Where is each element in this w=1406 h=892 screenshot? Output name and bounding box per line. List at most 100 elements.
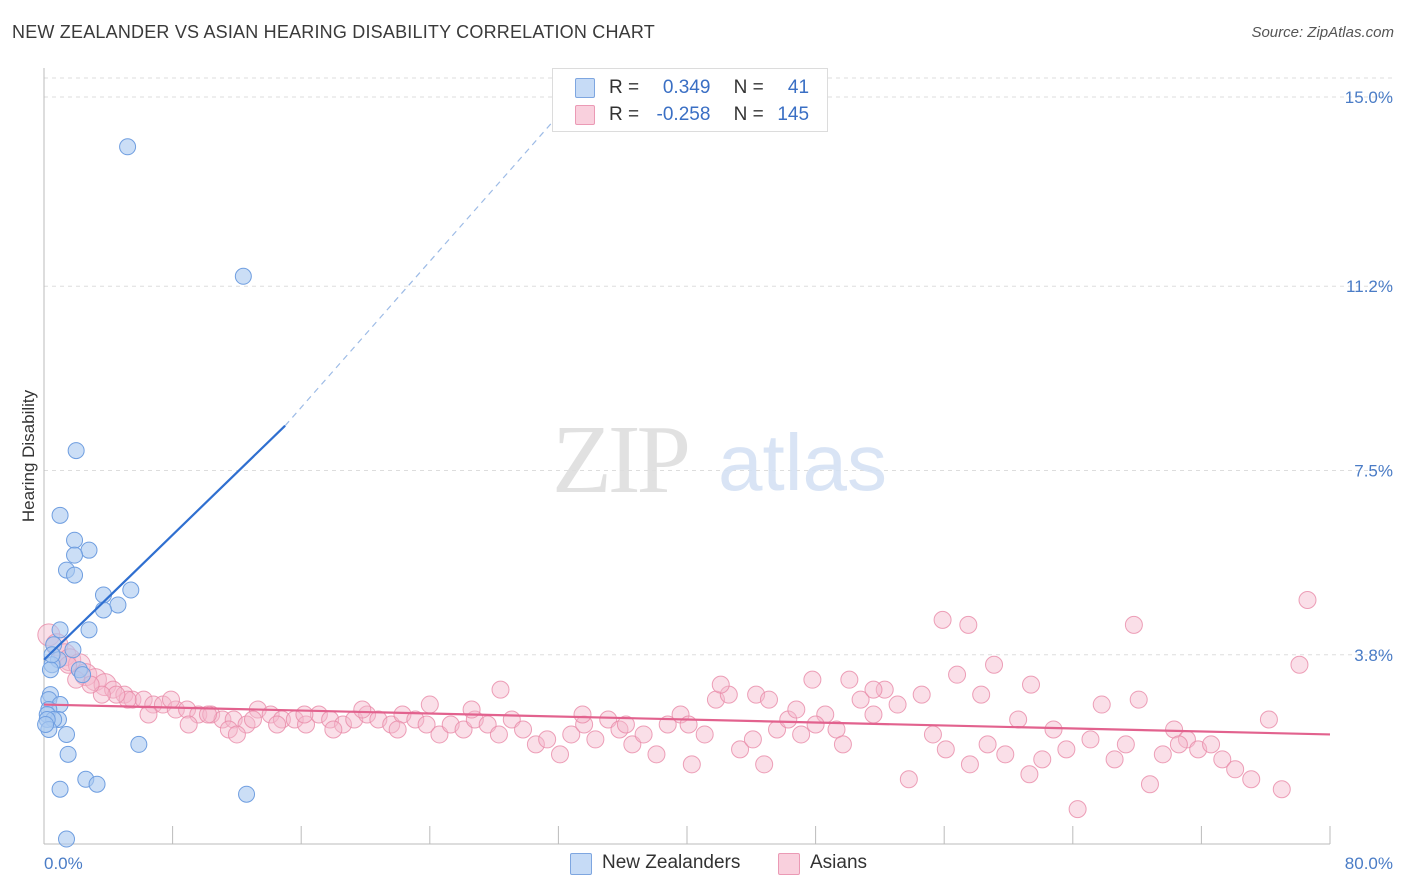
- legend-swatch-pink: [575, 105, 595, 125]
- new-zealanders-point: [51, 780, 69, 798]
- new-zealanders-point: [94, 601, 112, 619]
- asians-point: [803, 670, 822, 689]
- correlation-legend: R = 0.349 N = 41 R = -0.258 N = 145: [552, 68, 828, 132]
- asians-point: [358, 705, 377, 724]
- asians-point: [792, 725, 811, 744]
- new-zealanders-point: [74, 666, 92, 684]
- n-value: 145: [777, 104, 810, 125]
- legend-swatch-blue: [575, 78, 595, 98]
- asians-point: [1169, 735, 1188, 754]
- asians-point: [1140, 775, 1159, 794]
- asians-point: [948, 665, 967, 684]
- asians-point: [960, 755, 979, 774]
- asians-point: [899, 770, 918, 789]
- new-zealanders-point: [234, 267, 252, 285]
- new-zealanders-point: [130, 735, 148, 753]
- asians-point: [573, 705, 592, 724]
- asians-point: [985, 655, 1004, 674]
- new-zealanders-point: [58, 725, 76, 743]
- new-zealanders-point: [51, 621, 69, 639]
- asians-points: [37, 590, 1317, 819]
- asians-point: [1105, 750, 1124, 769]
- asians-point: [864, 705, 883, 724]
- asians-point: [833, 735, 852, 754]
- asians-point: [189, 705, 208, 724]
- asians-point: [933, 610, 952, 629]
- asians-point: [1124, 615, 1143, 634]
- asians-point: [1272, 780, 1291, 799]
- n-label: N =: [733, 104, 764, 125]
- y-axis-label: Hearing Disability: [19, 389, 38, 522]
- watermark: ZIP atlas: [552, 406, 887, 514]
- asians-point: [104, 680, 123, 699]
- asians-point: [1242, 770, 1261, 789]
- asians-point: [551, 745, 570, 764]
- asians-point: [324, 720, 343, 739]
- new-zealanders-point: [238, 785, 256, 803]
- r-value: -0.258: [656, 104, 711, 125]
- gridlines: [44, 77, 1392, 656]
- asians-point: [295, 705, 314, 724]
- y-tick-label: 3.8%: [1354, 646, 1393, 665]
- asians-point: [93, 673, 117, 697]
- asians-point: [1022, 675, 1041, 694]
- watermark-zip: ZIP: [552, 406, 687, 514]
- legend-swatch-blue: [570, 853, 592, 875]
- asians-point: [454, 720, 473, 739]
- y-tick-label: 15.0%: [1345, 88, 1393, 107]
- asians-point: [959, 615, 978, 634]
- new-zealanders-point: [64, 641, 82, 659]
- asians-point: [107, 685, 126, 704]
- asians-trend-line: [43, 703, 1331, 736]
- asians-point: [1033, 750, 1052, 769]
- legend-swatch-pink: [778, 853, 800, 875]
- new-zealanders-point: [66, 566, 84, 584]
- asians-point: [634, 725, 653, 744]
- asians-point: [827, 720, 846, 739]
- asians-point: [1081, 730, 1100, 749]
- asians-point: [711, 675, 730, 694]
- asians-point: [1116, 735, 1135, 754]
- legend-label: Asians: [810, 852, 868, 873]
- asians-point: [489, 725, 508, 744]
- asians-point: [562, 725, 581, 744]
- n-label: N =: [733, 77, 764, 98]
- asians-point: [978, 735, 997, 754]
- new-zealanders-point: [66, 531, 84, 549]
- asians-point: [1298, 590, 1317, 609]
- asians-point: [1020, 765, 1039, 784]
- r-value: 0.349: [662, 77, 711, 98]
- new-zealanders-point: [37, 715, 55, 733]
- asians-point: [179, 715, 198, 734]
- asians-point: [526, 735, 545, 754]
- asians-point: [1129, 690, 1148, 709]
- asians-point: [1226, 760, 1245, 779]
- asians-point: [420, 695, 439, 714]
- watermark-atlas: atlas: [718, 418, 887, 507]
- new-zealanders-point: [109, 596, 127, 614]
- asians-point: [923, 725, 942, 744]
- asians-point: [430, 725, 449, 744]
- asians-point: [599, 710, 618, 729]
- new-zealanders-point: [58, 830, 76, 848]
- asians-point: [912, 685, 931, 704]
- chart-title: NEW ZEALANDER VS ASIAN HEARING DISABILIT…: [12, 22, 655, 42]
- asians-point: [161, 690, 180, 709]
- asians-point: [1213, 750, 1232, 769]
- r-label: R =: [609, 104, 640, 125]
- asians-point: [1092, 695, 1111, 714]
- asians-point: [682, 755, 701, 774]
- source-credit: Source: ZipAtlas.com: [1251, 24, 1394, 41]
- legend-label: New Zealanders: [602, 852, 741, 873]
- new-zealanders-point: [80, 621, 98, 639]
- asians-point: [118, 690, 137, 709]
- asians-point: [243, 710, 262, 729]
- new-zealanders-trend-line: [43, 424, 286, 661]
- asians-point: [1068, 800, 1087, 819]
- x-tick-label: 80.0%: [1345, 854, 1393, 873]
- asians-point: [353, 700, 372, 719]
- n-value: 41: [787, 77, 810, 98]
- asians-point: [996, 745, 1015, 764]
- new-zealanders-point: [122, 581, 140, 599]
